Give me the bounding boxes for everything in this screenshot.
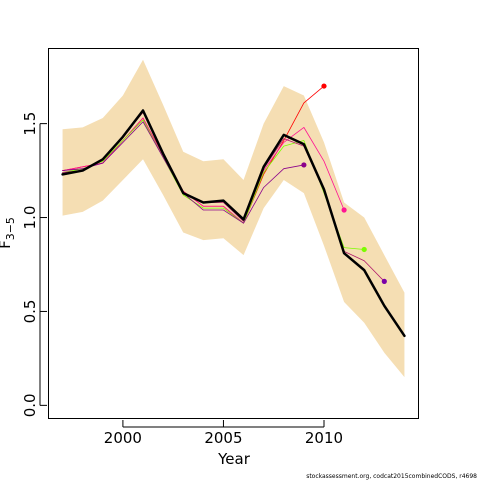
plot-frame <box>48 48 419 419</box>
y-tick-label: 0.0 <box>21 393 39 417</box>
series-endpoint-1 <box>321 83 327 89</box>
y-axis-label-subscript: 3−5 <box>4 217 17 240</box>
x-axis: 2000 2005 2010 <box>104 420 343 447</box>
series-endpoint-2 <box>341 207 347 213</box>
y-axis-label-main: F <box>0 240 14 249</box>
y-tick-label: 1.5 <box>21 112 39 136</box>
series-endpoint-4 <box>301 162 307 168</box>
y-tick-label: 0.5 <box>21 300 39 324</box>
y-axis-label: F3−5 <box>0 217 17 249</box>
series-endpoint-3 <box>361 246 367 253</box>
footer-credit: stockassessment.org, codcat2015combinedC… <box>306 473 477 480</box>
series-line-2 <box>62 117 345 224</box>
x-axis-label: Year <box>217 450 251 468</box>
y-axis: 0.0 0.5 1.0 1.5 <box>21 112 47 417</box>
series-endpoint-6 <box>381 278 387 284</box>
x-tick-label: 2000 <box>104 429 142 447</box>
x-tick-label: 2010 <box>305 429 343 447</box>
series-layer <box>61 83 406 338</box>
x-tick-label: 2005 <box>204 429 242 447</box>
series-line-0 <box>61 109 406 338</box>
confidence-band <box>62 59 405 378</box>
confidence-band-layer <box>62 59 405 378</box>
y-tick-label: 1.0 <box>21 206 39 230</box>
